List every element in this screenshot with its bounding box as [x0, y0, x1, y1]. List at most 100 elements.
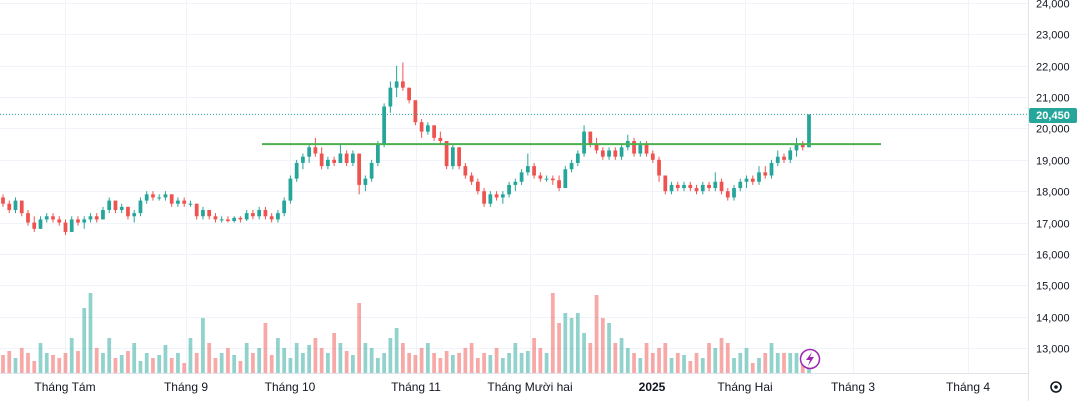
- volume-bar: [94, 348, 99, 373]
- volume-bar: [276, 338, 280, 373]
- y-tick-label: 17,000: [1036, 219, 1070, 231]
- volume-bar: [63, 353, 68, 373]
- price-axis[interactable]: 24,000 23,000 22,000 21,000 20,000 19,000 18,0…: [1036, 0, 1070, 356]
- candle-body: [507, 184, 511, 195]
- volume-bar: [19, 348, 24, 373]
- volume-bar: [688, 361, 693, 373]
- candle-body: [19, 200, 24, 214]
- last-price-badge: 20,450: [1029, 108, 1077, 123]
- volume-bar: [394, 328, 399, 373]
- candle-body: [550, 178, 555, 181]
- candle-body: [301, 156, 305, 163]
- candle-body: [101, 210, 105, 220]
- candle-body: [469, 175, 474, 182]
- volume-bar: [519, 353, 524, 373]
- candle-body: [201, 210, 205, 217]
- volume-bar: [507, 353, 511, 373]
- candle-body: [682, 184, 686, 189]
- volume-bar: [194, 353, 199, 373]
- volume-bar: [88, 293, 93, 373]
- candle-body: [613, 150, 618, 157]
- volume-bar: [363, 343, 368, 373]
- time-axis[interactable]: Tháng Tám Tháng 9 Tháng 10 Tháng 11 Tháng Mư…: [34, 380, 990, 394]
- volume-bar: [525, 351, 530, 373]
- candlesticks: [1, 62, 811, 236]
- candle-body: [144, 194, 149, 201]
- volume-bar: [538, 348, 543, 373]
- x-tick-label: Tháng 11: [391, 380, 441, 394]
- volume-bar: [694, 353, 699, 373]
- volume-bar: [376, 358, 380, 373]
- candle-body: [694, 188, 699, 192]
- candle-body: [26, 213, 30, 223]
- candle-body: [357, 153, 362, 185]
- candle-body: [663, 175, 668, 192]
- candle-body: [494, 194, 499, 198]
- volume-bars: [1, 293, 811, 373]
- candle-body: [76, 219, 80, 223]
- volume-bar: [713, 348, 718, 373]
- volume-bar: [26, 353, 30, 373]
- candle-body: [688, 184, 693, 189]
- volume-bar: [107, 338, 112, 373]
- volume-bar: [351, 355, 355, 373]
- volume-bar: [607, 323, 611, 373]
- candle-body: [51, 216, 55, 220]
- candle-body: [126, 206, 130, 217]
- candle-body: [732, 188, 736, 198]
- volume-bar: [563, 313, 568, 373]
- y-tick-label: 14,000: [1036, 313, 1070, 325]
- candle-body: [463, 166, 468, 176]
- volume-bar: [313, 338, 318, 373]
- volume-bar: [188, 338, 193, 373]
- candle-body: [750, 178, 755, 182]
- volume-bar: [319, 348, 324, 373]
- volume-bar: [750, 363, 755, 373]
- candle-body: [119, 206, 124, 210]
- volume-bar: [144, 353, 149, 373]
- volume-bar: [657, 348, 661, 373]
- candle-body: [588, 131, 593, 145]
- volume-bar: [557, 323, 561, 373]
- x-tick-label: Tháng 3: [831, 380, 875, 394]
- volume-bar: [569, 318, 574, 373]
- x-tick-label: Tháng 9: [164, 380, 208, 394]
- candle-body: [419, 122, 424, 132]
- candle-body: [63, 222, 68, 232]
- volume-bar: [357, 303, 362, 373]
- volume-bar: [176, 353, 180, 373]
- candle-body: [276, 213, 280, 220]
- volume-bar: [575, 313, 580, 373]
- volume-bar: [1, 355, 5, 373]
- volume-bar: [288, 358, 293, 373]
- volume-bar: [344, 351, 349, 373]
- candle-body: [269, 216, 274, 220]
- volume-bar: [388, 338, 393, 373]
- candle-body: [607, 150, 611, 157]
- volume-bar: [669, 358, 674, 373]
- candle-body: [344, 153, 349, 163]
- volume-bar: [794, 353, 799, 373]
- volume-bar: [600, 318, 605, 373]
- volume-bar: [544, 353, 549, 373]
- flash-icon[interactable]: [799, 348, 821, 370]
- volume-bar: [500, 358, 505, 373]
- settings-gear-icon[interactable]: [1050, 381, 1062, 393]
- volume-bar: [82, 308, 87, 373]
- volume-bar: [594, 295, 599, 373]
- candle-body: [82, 219, 87, 223]
- volume-bar: [438, 358, 443, 373]
- volume-bar: [788, 353, 793, 373]
- candle-body: [563, 169, 568, 189]
- volume-bar: [550, 293, 555, 373]
- candle-body: [513, 181, 518, 185]
- x-tick-label: Tháng Mười hai: [487, 380, 572, 394]
- candle-body: [525, 166, 530, 173]
- candle-body: [188, 203, 193, 205]
- volume-bar: [213, 358, 218, 373]
- candle-body: [226, 219, 230, 221]
- y-tick-label: 19,000: [1036, 156, 1070, 168]
- volume-bar: [119, 355, 124, 373]
- candle-body: [388, 87, 393, 107]
